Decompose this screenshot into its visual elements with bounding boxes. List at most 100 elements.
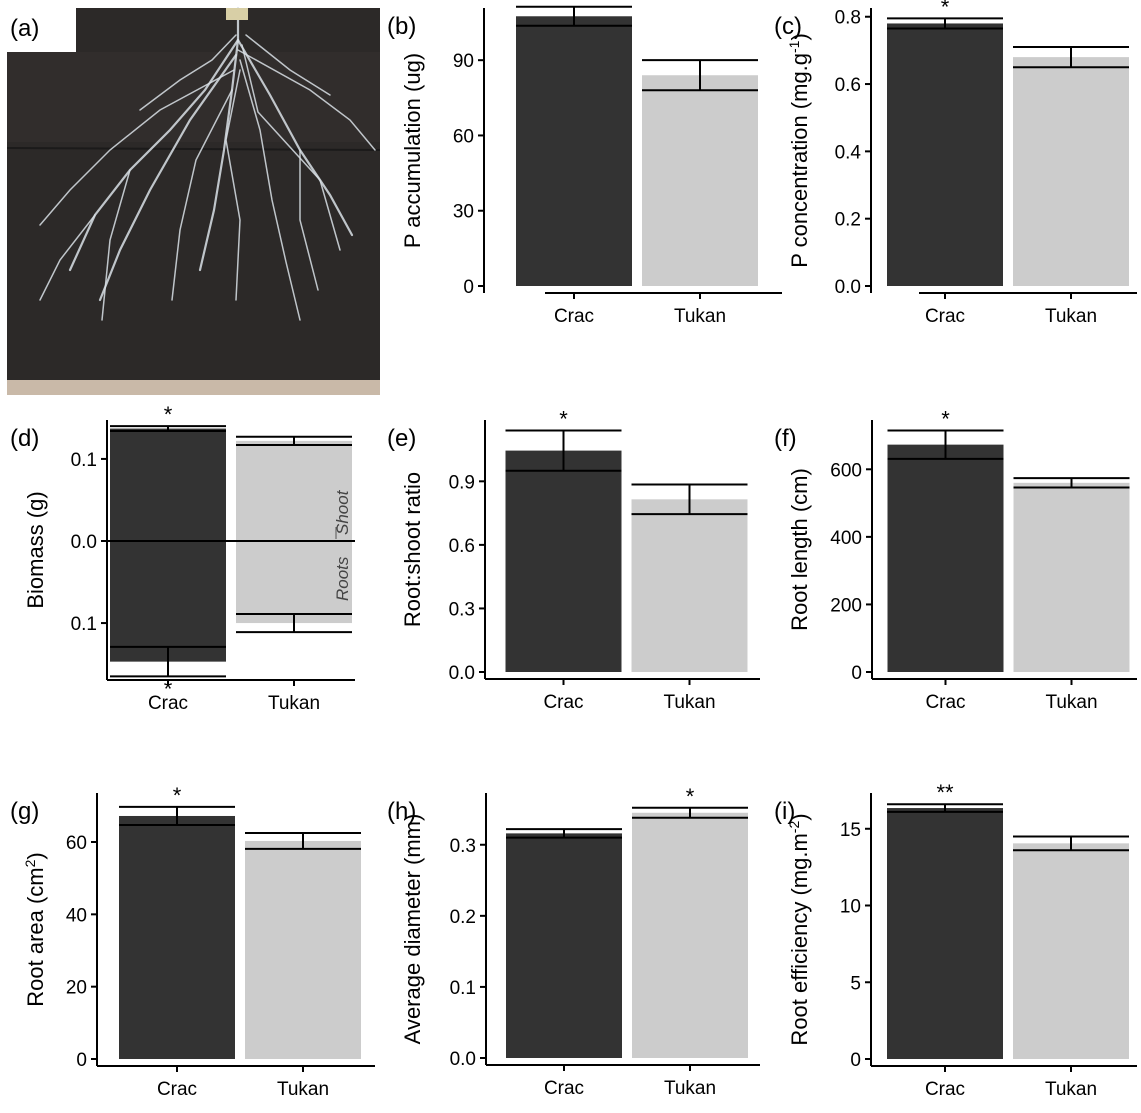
significance-marker: * [173,783,182,808]
y-tick-label: 15 [840,820,861,841]
x-tick-label: Tukan [1045,306,1097,327]
panel-letter: (i) [774,798,795,825]
x-tick-label: Tukan [674,306,726,327]
root-strand [225,69,241,301]
letter-box [0,0,76,52]
x-tick-label: Crac [543,692,583,713]
bar-crac [119,815,235,1059]
panel-letter: (d) [10,425,39,452]
bar-tukan [632,812,748,1058]
soil-shade [7,52,380,142]
y-tick-label: 0.1 [71,450,97,471]
bar-tukan [1013,57,1129,287]
significance-marker: ** [565,0,583,8]
y-tick-label: 400 [830,528,862,549]
y-tick-label: 600 [830,460,862,481]
y-axis-title: Root area (cm2) [22,852,48,1007]
y-tick-label: 0.9 [449,472,475,493]
y-tick-label: 0.4 [835,142,862,163]
chart-e: * 0.0 0.3 0.6 0.9 Crac Tukan (e) Root:shoot rati… [387,406,760,713]
root-strand [237,49,376,151]
panel-letter: (c) [774,13,802,40]
root-strand [299,149,319,291]
panel-letter: (f) [774,425,797,452]
x-tick-label: Tukan [268,693,320,714]
bar-crac [887,808,1003,1059]
soil-crack [6,147,381,151]
root-photo-panel: (a) [0,0,381,395]
y-tick-label: 0.3 [449,599,475,620]
x-tick-label: Tukan [277,1079,329,1100]
x-tick-label: Tukan [664,1078,716,1099]
root-strand [39,214,96,301]
bar-crac [506,833,622,1058]
y-tick-label: 0.1 [71,614,97,635]
bar-roots-crac [110,541,226,662]
y-tick-label: 0.0 [835,277,861,298]
x-tick-label: Tukan [1045,1079,1097,1100]
y-tick-label: 0.2 [835,210,861,231]
x-tick-label: Tukan [663,692,715,713]
significance-marker: * [559,406,568,431]
x-tick-label: Crac [544,1078,584,1099]
y-tick-label: 0.8 [835,8,861,29]
bar-tukan [245,840,361,1059]
y-tick-label: 200 [830,595,862,616]
x-tick-label: Crac [157,1079,197,1100]
significance-marker: ** [936,780,954,805]
x-tick-label: Crac [925,1079,965,1100]
y-tick-label: 0 [76,1050,87,1071]
significance-marker: * [164,676,173,701]
root-strand [68,38,240,272]
y-axis-title: P accumulation (ug) [400,53,425,248]
x-tick-label: Tukan [1045,692,1097,713]
root-strand [98,53,238,302]
y-tick-label: 0 [463,277,474,298]
y-tick-label: 0.0 [71,532,97,553]
y-tick-label: 30 [453,202,474,223]
y-axis-title: Root length (cm) [787,468,812,631]
x-tick-label: Crac [148,693,188,714]
root-strand [198,6,240,272]
bar-crac [505,450,622,672]
y-axis-title: Root:shoot ratio [400,472,425,627]
bar-crac [887,23,1003,287]
root-strand [39,69,235,226]
chart-i: ** 0 5 10 15 Crac Tukan (i)Root efficiency (mg.… [774,780,1137,1100]
y-tick-label: 60 [453,126,474,147]
y-tick-label: 0.2 [450,907,476,928]
seedling-stem [226,8,248,20]
chart-f: * 0 200 400 600 Crac Tukan (f) Root length (cm) [774,406,1137,713]
root-strand [101,169,131,321]
y-tick-label: 60 [66,833,87,854]
y-tick-label: 90 [453,51,474,72]
chart-h: * 0.0 0.1 0.2 0.3 Crac Tukan (h)Average diamete… [387,784,760,1099]
bar-tukan [631,499,748,672]
chart-d: * * Roots Shoot 0.1 0.0 0.1 Crac Tukan (d) Biomass… [10,402,355,714]
chart-b: ** 0 30 60 90 Crac Tukan (b) P accumulation (ug) [387,0,782,327]
significance-marker: * [164,402,173,427]
y-tick-label: 0.6 [449,536,475,557]
significance-marker: * [941,406,950,431]
panel-letter: (g) [10,798,39,825]
panel-letter: (e) [387,425,416,452]
y-tick-label: 0.0 [449,663,475,684]
root-strand [139,34,237,111]
root-strand [241,44,341,251]
bar-crac [887,444,1004,672]
x-tick-label: Crac [925,306,965,327]
significance-marker: * [941,0,950,19]
y-tick-label: 0 [850,1050,861,1071]
y-tick-label: 0 [851,663,862,684]
shoot-label: Shoot [333,489,352,535]
bar-tukan [1013,843,1129,1059]
bar-roots-tukan [236,541,352,624]
y-tick-label: 5 [850,973,861,994]
y-axis-title: Average diameter (mm) [400,814,425,1045]
root-strand [245,34,331,96]
y-tick-label: 40 [66,905,87,926]
root-strand [171,89,233,301]
panel-letter-a: (a) [10,15,39,42]
